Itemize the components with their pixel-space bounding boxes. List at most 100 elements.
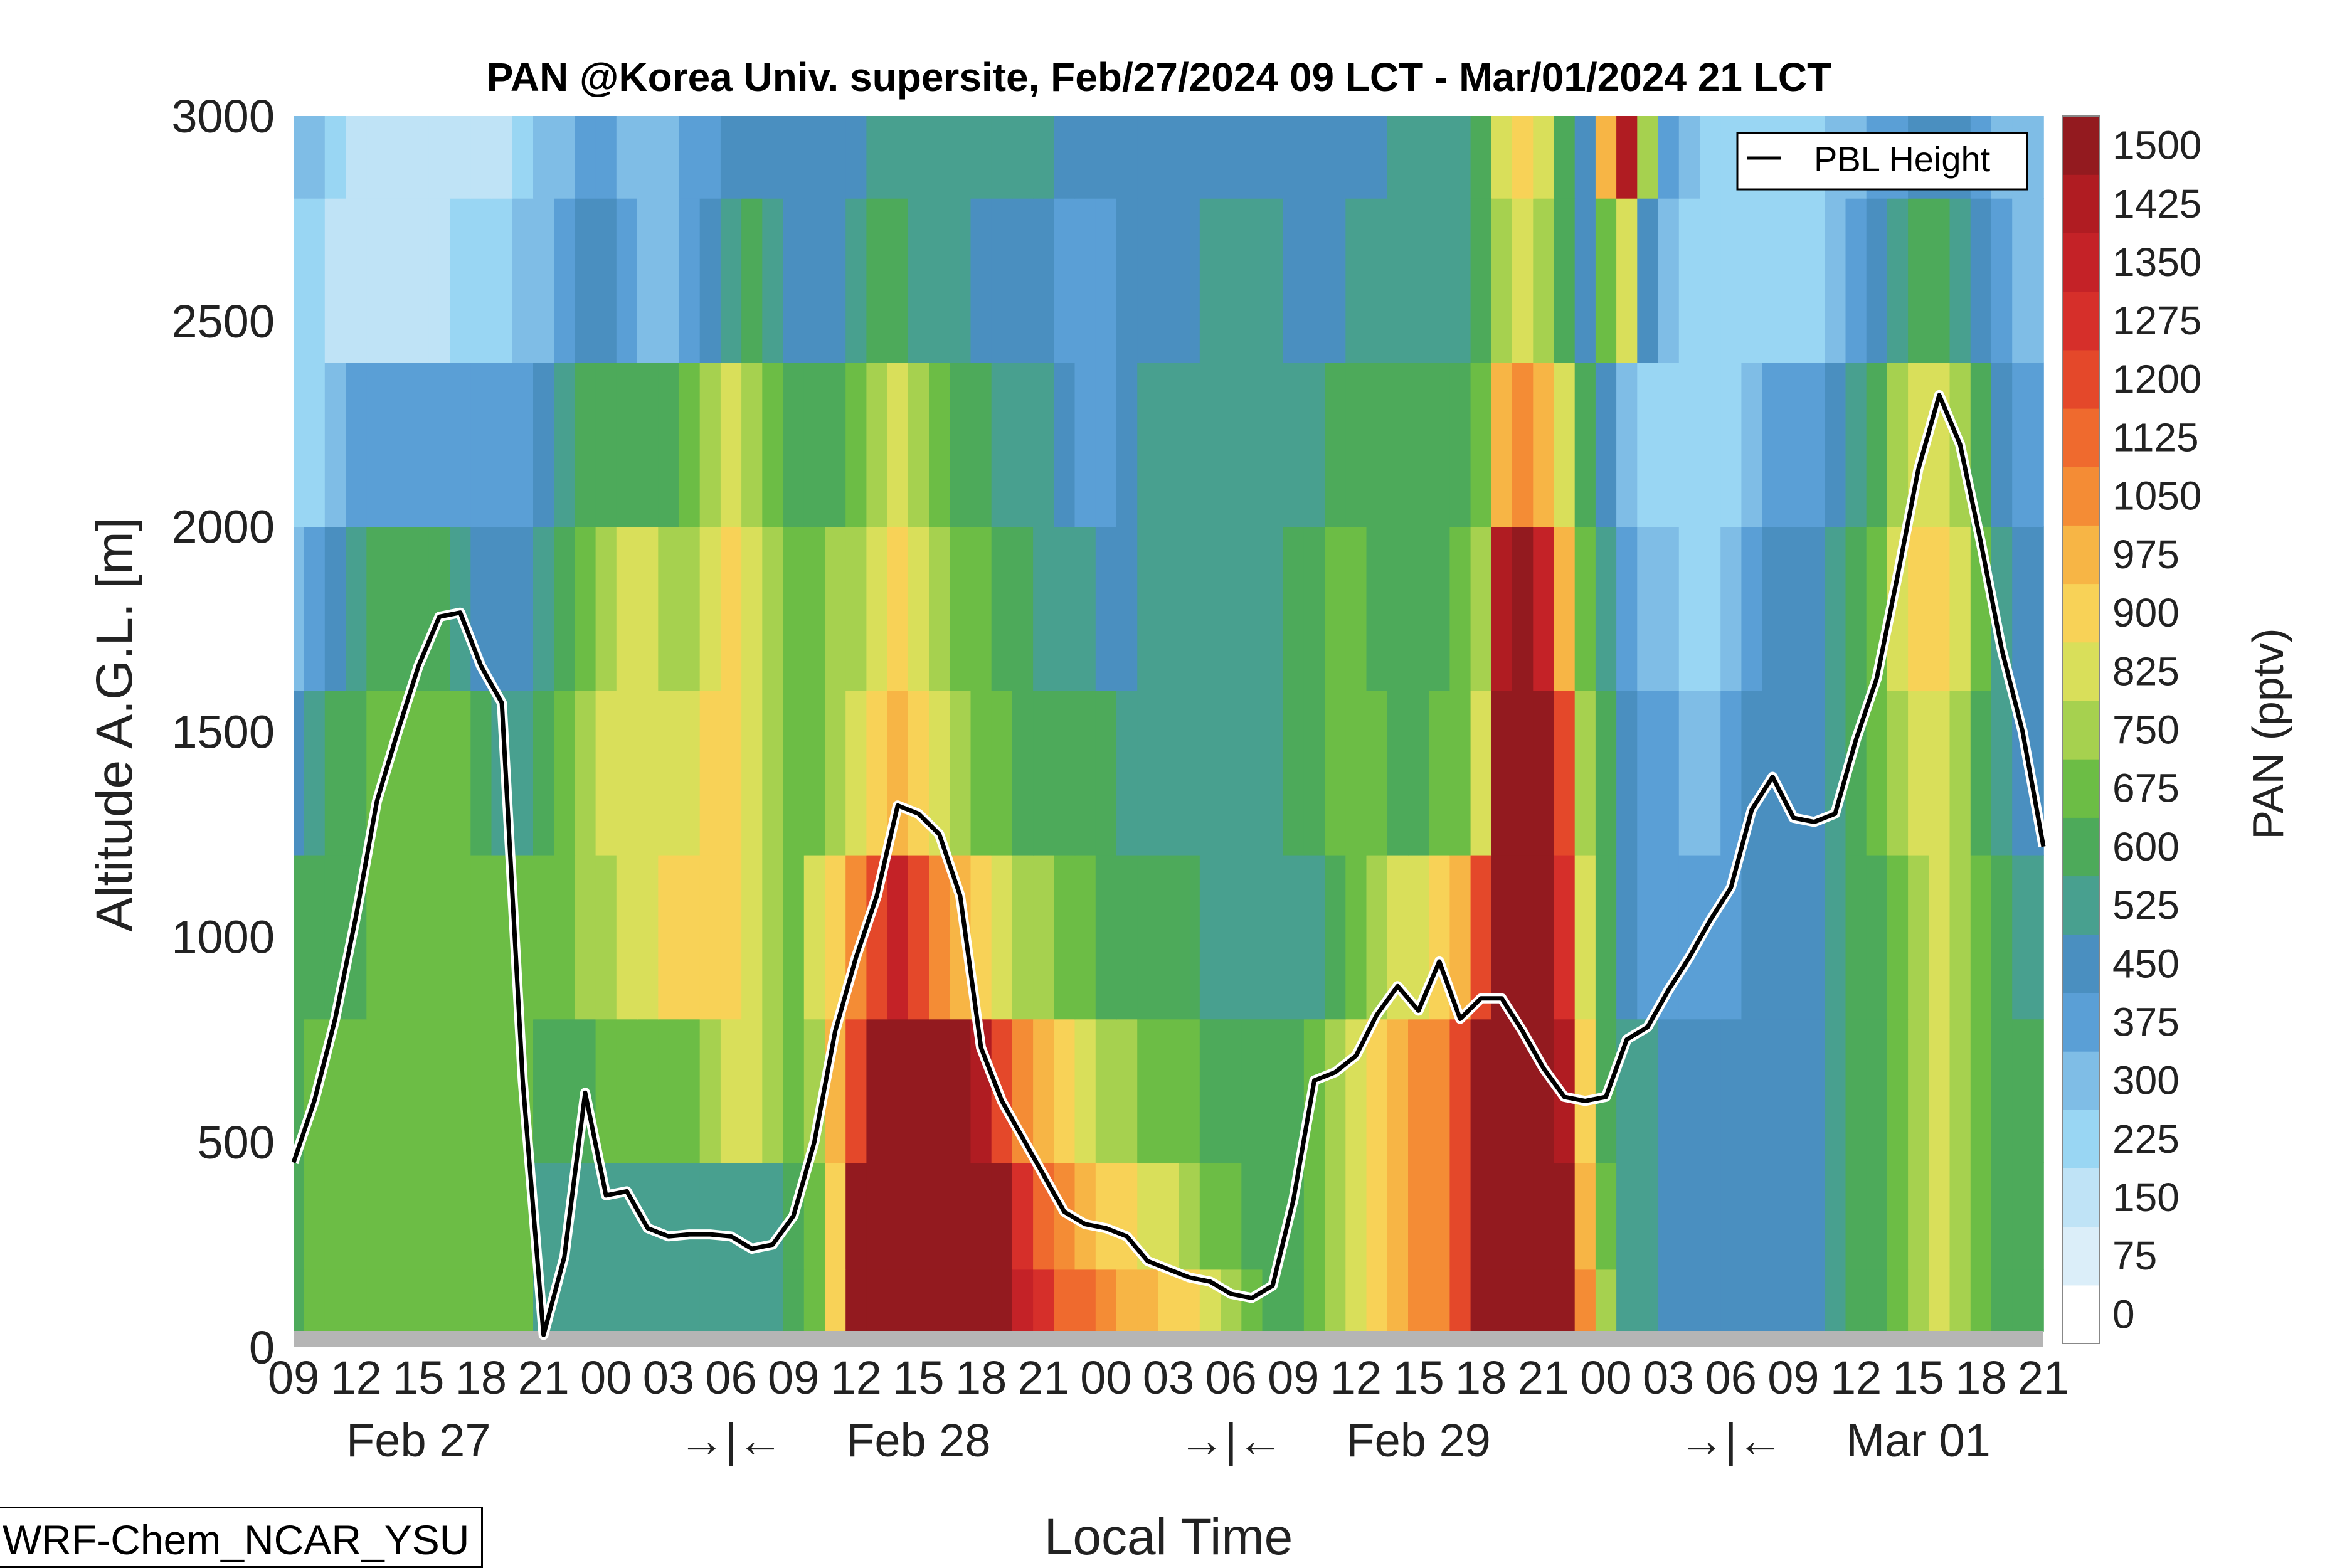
- pan-cell: [470, 116, 492, 199]
- pan-cell: [1741, 1269, 1763, 1332]
- pan-cell: [887, 1269, 909, 1332]
- pan-cell: [762, 362, 784, 527]
- pan-cell: [1303, 691, 1325, 856]
- x-tick-label: 21: [1518, 1352, 1569, 1404]
- pan-cell: [1116, 198, 1138, 363]
- pan-cell: [1866, 1019, 1888, 1163]
- pan-cell: [1470, 1019, 1492, 1163]
- x-tick-label: 00: [580, 1352, 632, 1404]
- pan-cell: [1678, 1162, 1700, 1270]
- pan-cell: [387, 526, 409, 691]
- colorbar-tick-label: 0: [2112, 1291, 2135, 1337]
- pan-cell: [470, 1162, 492, 1270]
- pan-cell: [699, 116, 721, 199]
- pan-cell: [1574, 526, 1596, 691]
- pan-cell: [1387, 198, 1409, 363]
- plot-area: [289, 116, 2048, 1347]
- pan-cell: [1533, 198, 1555, 363]
- x-tick-label: 06: [1705, 1352, 1757, 1404]
- pan-cell: [533, 691, 554, 856]
- pan-cell: [991, 1162, 1013, 1270]
- colorbar-tick-label: 150: [2112, 1175, 2180, 1220]
- pan-cell: [1303, 116, 1325, 199]
- pan-cell: [1533, 526, 1555, 691]
- pan-cell: [845, 526, 867, 691]
- x-tick-label: 00: [1080, 1352, 1131, 1404]
- pan-cell: [887, 1162, 909, 1270]
- pan-cell: [533, 854, 554, 1020]
- pan-cell: [1533, 116, 1555, 199]
- pan-cell: [1595, 1162, 1617, 1270]
- pan-cell: [1429, 198, 1451, 363]
- pan-cell: [450, 691, 472, 856]
- pan-cell: [1116, 1162, 1138, 1270]
- pan-cell: [1929, 854, 1951, 1020]
- date-label: Feb 28: [846, 1414, 990, 1466]
- pan-cell: [366, 1162, 388, 1270]
- pan-cell: [2033, 362, 2044, 527]
- pan-cell: [1658, 1162, 1680, 1270]
- pan-cell: [1595, 1269, 1617, 1332]
- pan-cell: [991, 526, 1013, 691]
- pan-cell: [1137, 362, 1159, 527]
- pan-cell: [1720, 1162, 1742, 1270]
- pan-cell: [1804, 1162, 1825, 1270]
- pan-cell: [1408, 362, 1429, 527]
- x-tick-label: 12: [1330, 1352, 1382, 1404]
- pan-cell: [1595, 116, 1617, 199]
- pan-cell: [1970, 1269, 1992, 1332]
- pan-cell: [408, 1019, 430, 1163]
- pan-cell: [1783, 1269, 1804, 1332]
- pan-cell: [1762, 854, 1784, 1020]
- colorbar-swatch: [2062, 525, 2100, 585]
- pan-cell: [1179, 526, 1200, 691]
- pan-cell: [1658, 1019, 1680, 1163]
- pan-cell: [408, 854, 430, 1020]
- pan-cell: [1137, 116, 1159, 199]
- pan-cell: [887, 526, 909, 691]
- pan-cell: [1408, 526, 1429, 691]
- pan-cell: [1533, 1162, 1555, 1270]
- pan-cell: [679, 116, 701, 199]
- pan-cell: [720, 1269, 742, 1332]
- pan-cell: [887, 362, 909, 527]
- pan-cell: [1783, 854, 1804, 1020]
- pan-cell: [575, 854, 596, 1020]
- pan-cell: [1678, 362, 1700, 527]
- pan-cell: [803, 526, 825, 691]
- pan-cell: [1574, 198, 1596, 363]
- pan-cell: [1408, 198, 1429, 363]
- pan-cell: [950, 691, 972, 856]
- pan-cell: [970, 691, 992, 856]
- colorbar-tick-label: 975: [2112, 532, 2180, 577]
- pan-cell: [803, 198, 825, 363]
- pan-cell: [1470, 854, 1492, 1020]
- pan-cell: [2012, 1162, 2034, 1270]
- pan-cell: [1470, 362, 1492, 527]
- pan-cell: [1449, 1269, 1471, 1332]
- pan-cell: [616, 116, 638, 199]
- colorbar-swatch: [2062, 642, 2100, 701]
- pan-cell: [428, 1162, 450, 1270]
- pan-cell: [1700, 526, 1721, 691]
- pan-cell: [428, 526, 450, 691]
- pan-cell: [512, 1269, 534, 1332]
- pan-cell: [1720, 362, 1742, 527]
- pan-cell: [1262, 198, 1284, 363]
- pan-cell: [1741, 362, 1763, 527]
- pan-cell: [1949, 1019, 1971, 1163]
- pan-cell: [1491, 1019, 1513, 1163]
- pan-cell: [929, 198, 950, 363]
- pan-cell: [533, 198, 554, 363]
- pan-cell: [1887, 362, 1909, 527]
- colorbar-tick-label: 525: [2112, 882, 2180, 928]
- pan-cell: [866, 1019, 888, 1163]
- pan-cell: [366, 1269, 388, 1332]
- pan-cell: [1012, 362, 1034, 527]
- pan-cell: [658, 691, 680, 856]
- pan-cell: [1512, 1162, 1534, 1270]
- pan-cell: [1929, 1162, 1951, 1270]
- pan-cell: [1554, 362, 1576, 527]
- pan-cell: [450, 854, 472, 1020]
- pan-cell: [1700, 1019, 1721, 1163]
